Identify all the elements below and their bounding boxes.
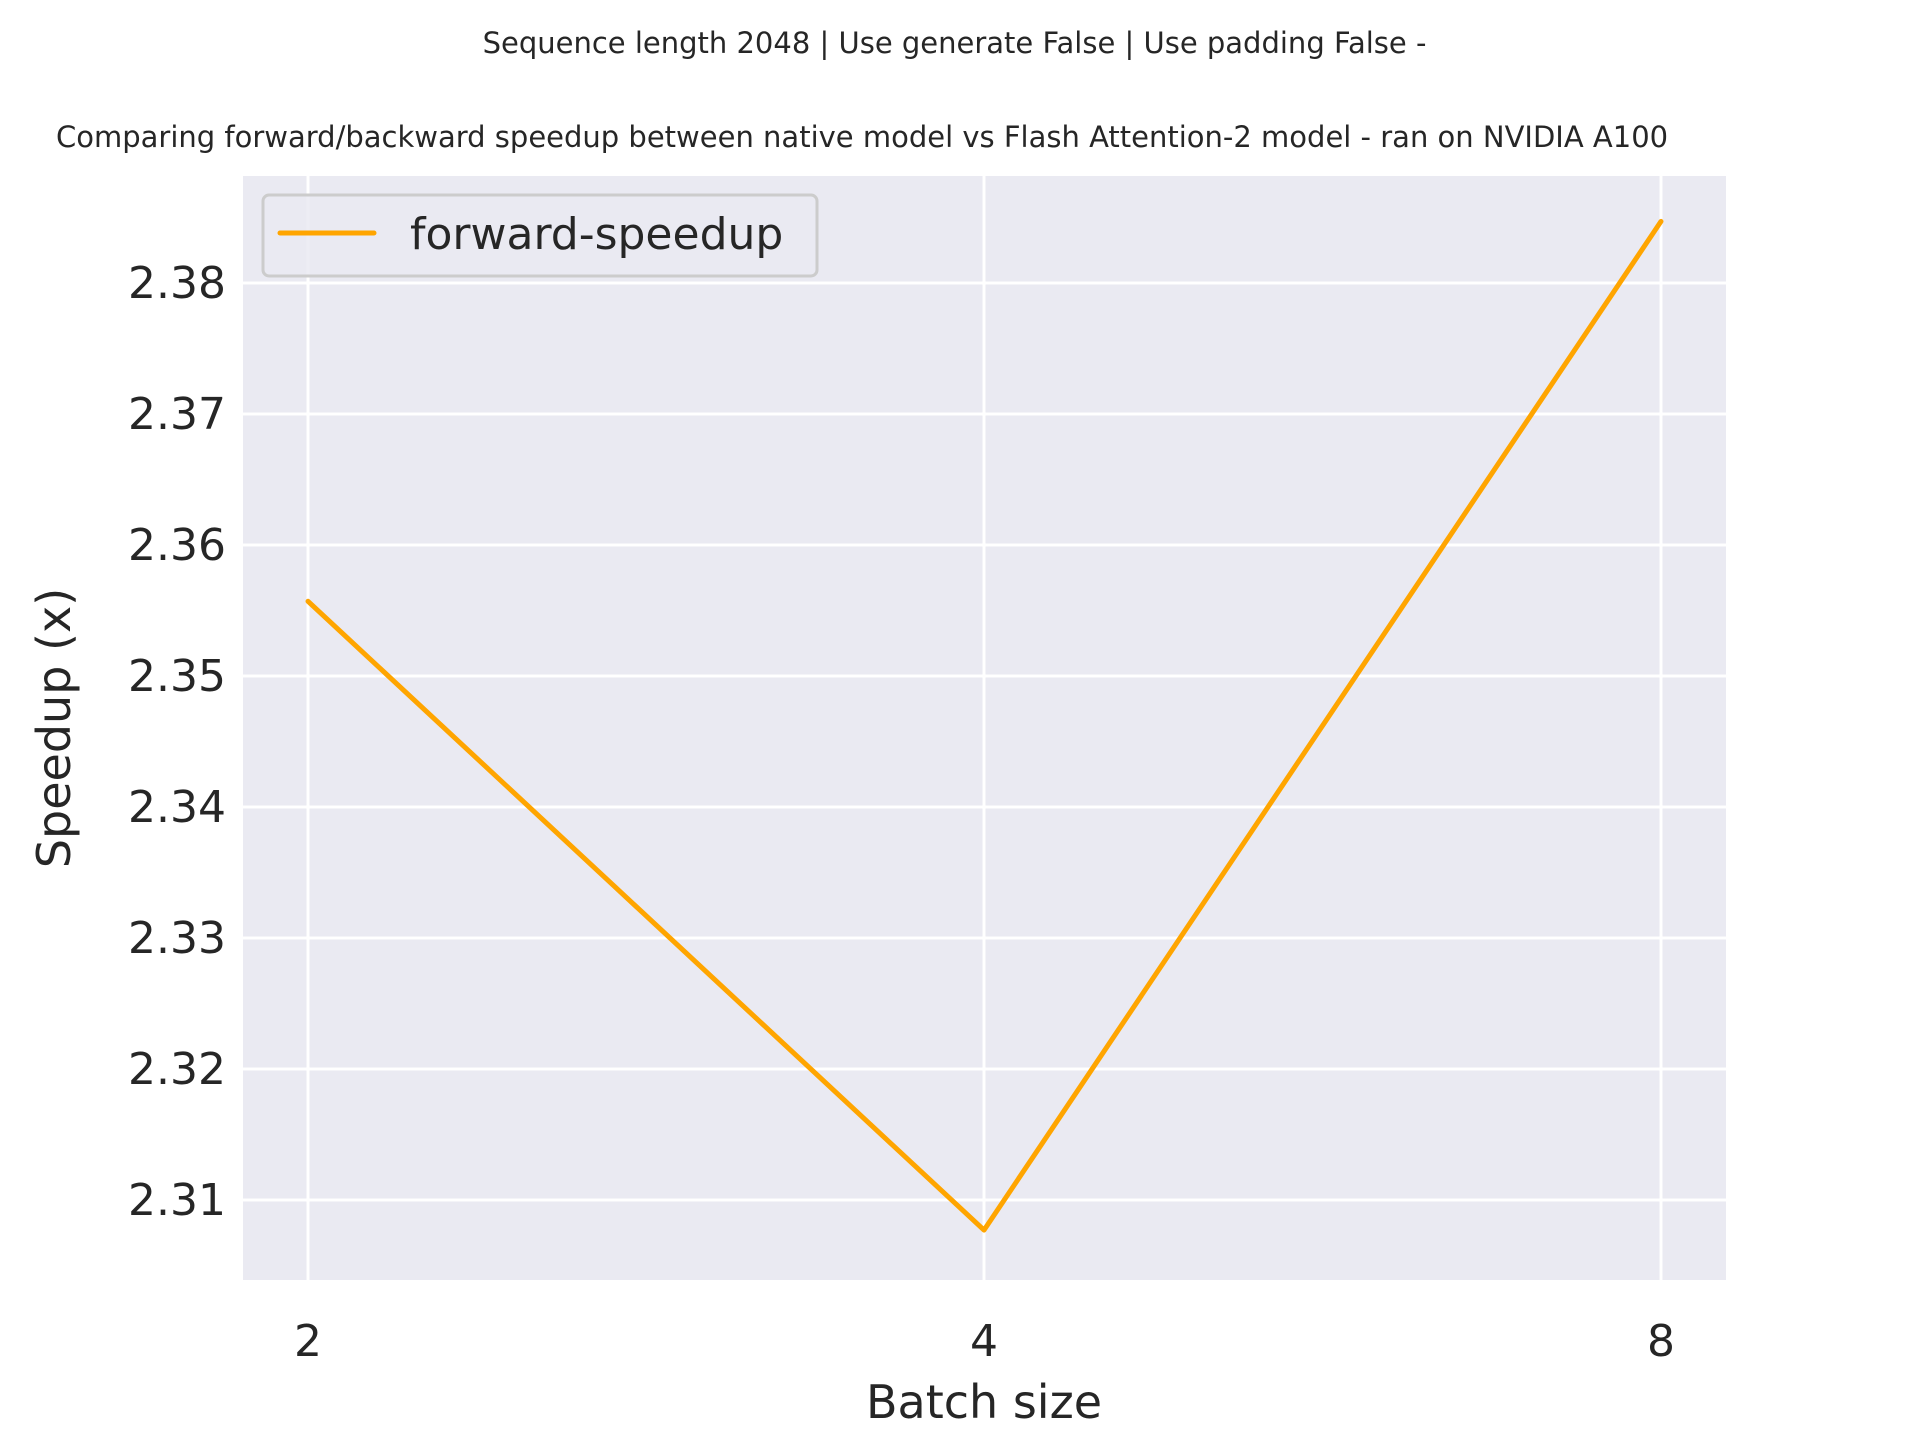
y-tick-label: 2.36 [128,520,226,571]
x-axis-label: Batch size [866,1375,1102,1429]
y-axis-ticks: 2.31 2.32 2.33 2.34 2.35 2.36 2.37 2.38 [128,258,226,1226]
forward-speedup-line [305,218,1664,1233]
legend: forward-speedup [261,193,819,278]
x-tick-label: 2 [294,1316,322,1367]
y-tick-label: 2.32 [128,1044,226,1095]
y-tick-label: 2.33 [128,913,226,964]
legend-box [261,193,819,278]
y-tick-label: 2.35 [128,651,226,702]
chart-title-line-2: Comparing forward/backward speedup betwe… [56,120,1669,154]
y-tick-label: 2.31 [128,1175,226,1226]
chart-title-line-1: Sequence length 2048 | Use generate Fals… [482,26,1427,60]
gridlines [243,176,1726,1280]
legend-label: forward-speedup [410,209,783,260]
x-axis-ticks: 2 4 8 [294,1316,1675,1367]
y-tick-label: 2.37 [128,389,226,440]
y-axis-label: Speedup (x) [27,588,81,868]
y-tick-label: 2.38 [128,258,226,309]
x-tick-label: 8 [1647,1316,1675,1367]
y-tick-label: 2.34 [128,782,226,833]
x-tick-label: 4 [970,1316,998,1367]
